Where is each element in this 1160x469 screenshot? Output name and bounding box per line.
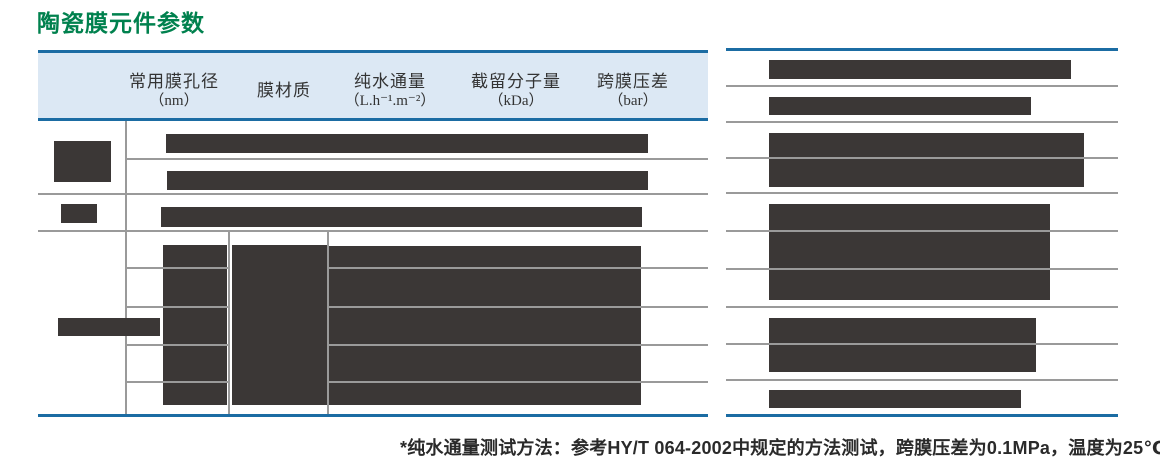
col-header-label: 纯水通量	[354, 71, 426, 91]
table-section-divider	[38, 230, 708, 232]
table-grid-hline	[126, 381, 230, 383]
redacted-pore-size-column	[163, 245, 227, 405]
side-panel-top-border	[726, 48, 1118, 51]
col-header-label: 截留分子量	[471, 71, 561, 91]
table-bottom-border	[38, 414, 708, 417]
table-top-border	[38, 50, 708, 53]
side-panel-bottom-border	[726, 414, 1118, 417]
redacted-row-label	[61, 204, 97, 223]
side-panel-hline	[726, 268, 1118, 270]
col-header-unit: （L.h⁻¹.m⁻²）	[344, 92, 436, 109]
redacted-values-block	[329, 246, 641, 405]
side-panel-hline	[726, 157, 1118, 159]
side-panel-hline	[726, 85, 1118, 87]
col-header-membrane-material: 膜材质	[219, 53, 349, 118]
col-header-label: 跨膜压差	[597, 71, 669, 91]
col-header-pore-size: 常用膜孔径 （nm）	[109, 53, 239, 118]
side-panel-hline	[726, 306, 1118, 308]
table-grid-hline	[126, 267, 230, 269]
side-panel-hline	[726, 230, 1118, 232]
table-grid-vline	[228, 232, 230, 414]
side-panel-hline	[726, 121, 1118, 123]
table-grid-hline	[126, 306, 230, 308]
redacted-value-block	[769, 204, 1050, 300]
table-header-band	[38, 53, 708, 118]
redacted-value-bar	[161, 207, 642, 227]
redacted-value-block	[769, 133, 1084, 187]
redacted-value-bar	[167, 171, 648, 190]
redacted-row-label	[58, 318, 160, 336]
col-header-pure-water-flux: 纯水通量 （L.h⁻¹.m⁻²）	[320, 53, 460, 118]
col-header-label: 膜材质	[257, 80, 311, 100]
col-header-mwco: 截留分子量 （kDa）	[446, 53, 586, 118]
table-grid-hline	[327, 306, 708, 308]
col-header-unit: （kDa）	[488, 92, 544, 109]
redacted-value-bar	[769, 390, 1021, 408]
redacted-material-merged-cell	[232, 245, 328, 405]
redacted-value-bar	[166, 134, 648, 153]
table-grid-vline	[327, 232, 329, 414]
footnote: *纯水通量测试方法：参考HY/T 064-2002中规定的方法测试，跨膜压差为0…	[400, 438, 1160, 458]
table-grid-hline	[126, 158, 708, 160]
col-header-tmp: 跨膜压差 （bar）	[563, 53, 703, 118]
side-panel-hline	[726, 379, 1118, 381]
page-title: 陶瓷膜元件参数	[37, 10, 205, 36]
redacted-value-bar	[769, 97, 1031, 115]
col-header-unit: （nm）	[149, 92, 199, 109]
col-header-unit: （bar）	[608, 92, 658, 109]
table-grid-hline	[327, 381, 708, 383]
table-section-divider	[38, 193, 708, 195]
redacted-value-bar	[769, 60, 1071, 79]
side-panel-hline	[726, 192, 1118, 194]
redacted-row-label	[54, 141, 111, 182]
table-grid-hline	[126, 344, 230, 346]
col-header-label: 常用膜孔径	[129, 71, 219, 91]
table-grid-hline	[327, 267, 708, 269]
table-grid-hline	[327, 344, 708, 346]
table-header-bottom-border	[38, 118, 708, 121]
redacted-value-block	[769, 318, 1036, 372]
side-panel-hline	[726, 343, 1118, 345]
